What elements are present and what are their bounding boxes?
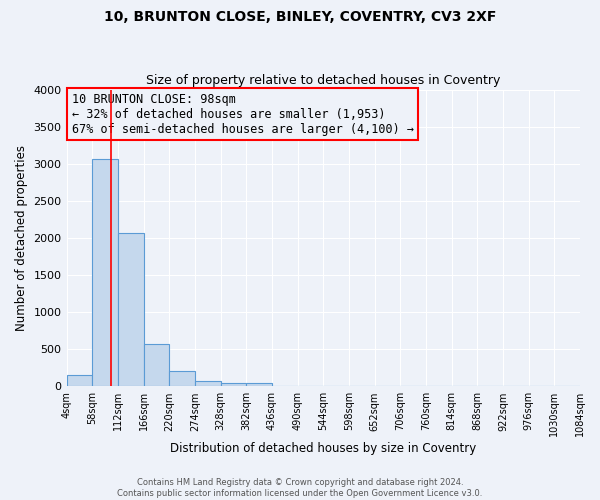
Title: Size of property relative to detached houses in Coventry: Size of property relative to detached ho…	[146, 74, 500, 87]
Bar	[143, 344, 169, 387]
Text: Contains HM Land Registry data © Crown copyright and database right 2024.
Contai: Contains HM Land Registry data © Crown c…	[118, 478, 482, 498]
Text: 10 BRUNTON CLOSE: 98sqm
← 32% of detached houses are smaller (1,953)
67% of semi: 10 BRUNTON CLOSE: 98sqm ← 32% of detache…	[71, 92, 413, 136]
Y-axis label: Number of detached properties: Number of detached properties	[15, 145, 28, 331]
Bar	[118, 234, 143, 386]
Bar	[92, 160, 118, 386]
Bar	[195, 381, 221, 386]
Bar	[169, 372, 195, 386]
Bar	[246, 384, 272, 386]
Text: 10, BRUNTON CLOSE, BINLEY, COVENTRY, CV3 2XF: 10, BRUNTON CLOSE, BINLEY, COVENTRY, CV3…	[104, 10, 496, 24]
X-axis label: Distribution of detached houses by size in Coventry: Distribution of detached houses by size …	[170, 442, 476, 455]
Bar	[67, 375, 92, 386]
Bar	[221, 382, 246, 386]
